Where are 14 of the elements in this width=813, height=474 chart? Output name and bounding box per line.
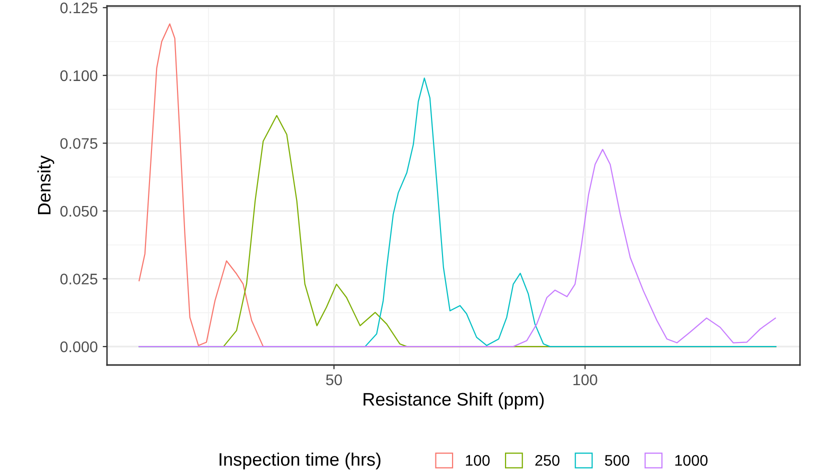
y-tick-label: 0.000 [60,341,98,352]
y-tick-label: 0.075 [60,138,98,149]
legend-label: 500 [604,455,630,466]
y-tick-label: 0.050 [60,206,98,217]
y-tick-label: 0.125 [60,2,98,14]
x-axis-title: Resistance Shift (ppm) [364,392,544,410]
legend-title: Inspection time (hrs) [220,452,380,470]
legend-label: 1000 [675,455,708,466]
x-tick-label: 50 [326,374,342,386]
legend-label: 250 [535,455,560,466]
y-tick-label: 0.025 [60,274,98,284]
legend-label: 100 [466,455,490,466]
y-tick-label: 0.100 [60,70,98,82]
y-axis-title: Density [37,155,54,214]
